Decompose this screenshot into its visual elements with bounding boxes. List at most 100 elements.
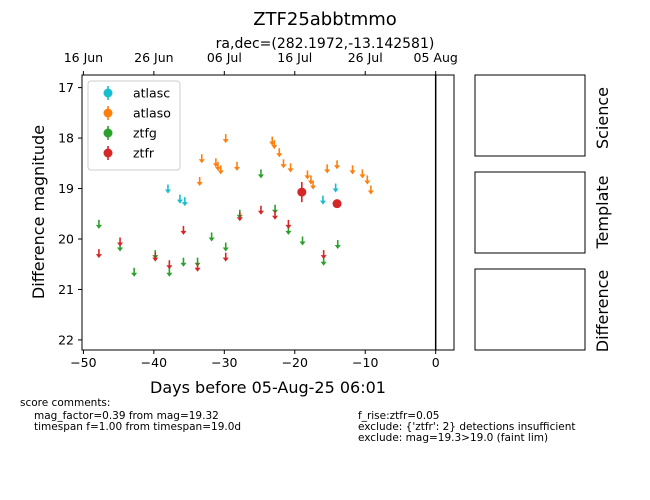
- upper-limit-point: [257, 169, 264, 179]
- legend-entry: ztfr: [103, 146, 155, 161]
- legend-marker: [103, 128, 113, 138]
- legend-frame: [87, 80, 181, 171]
- x-axis-label: Days before 05-Aug-25 06:01: [150, 378, 386, 397]
- upper-limit-point: [324, 164, 331, 174]
- upper-limit-point: [196, 176, 203, 186]
- legend-entries: atlasc atlaso ztfg ztfr: [103, 86, 171, 161]
- upper-limit-point: [280, 159, 287, 169]
- upper-limit-point: [334, 160, 341, 170]
- legend-label: atlasc: [133, 86, 170, 101]
- difference-stamp: [474, 268, 586, 351]
- chart-subtitle: ra,dec=(282.1972,-13.142581): [216, 36, 435, 52]
- upper-limit-point: [285, 219, 292, 229]
- upper-limit-point: [152, 252, 159, 262]
- upper-limit-point: [180, 225, 187, 235]
- x-tick-label: −50: [70, 355, 96, 370]
- upper-limit-point: [181, 197, 188, 207]
- upper-limit-point: [222, 134, 229, 144]
- upper-limit-point: [217, 165, 224, 175]
- plot-frame: [81, 74, 455, 351]
- stamp-panels: Science Template Difference: [474, 74, 612, 352]
- legend-entry: ztfg: [103, 126, 157, 141]
- upper-limit-point: [164, 184, 171, 194]
- score-comment-right-2: exclude: {'ztfr': 2} detections insuffic…: [358, 421, 576, 433]
- upper-limit-point: [166, 260, 173, 270]
- upper-limit-point: [320, 250, 327, 260]
- upper-limit-point: [304, 170, 311, 180]
- upper-limit-point: [257, 205, 264, 215]
- y-tick-label: 18: [58, 131, 74, 146]
- y-tick-label: 17: [58, 80, 74, 95]
- legend: atlasc atlaso ztfg ztfr: [87, 80, 181, 171]
- score-comment-left-2: timespan f=1.00 from timespan=19.0d: [34, 421, 242, 433]
- upper-limit-point: [359, 169, 366, 179]
- y-tick-label: 21: [58, 282, 74, 297]
- chart-title: ZTF25abbtmmo: [253, 9, 397, 30]
- upper-limit-point: [176, 194, 183, 204]
- x-tick-label: −20: [282, 355, 308, 370]
- upper-limit-point: [271, 140, 278, 150]
- upper-limit-point: [287, 163, 294, 173]
- upper-limit-point: [234, 161, 240, 171]
- upper-limit-point: [198, 154, 205, 164]
- plot-area: −50 −40 −30 −20 −10 0 16 Jun 26 Jun 06 Jul 16 Jul…: [58, 50, 458, 370]
- axis-ticks: −50 −40 −30 −20 −10 0 16 Jun 26 Jun 06 Jul 16 Jul…: [58, 50, 458, 370]
- upper-limit-point: [334, 240, 341, 250]
- upper-limit-point: [131, 267, 138, 277]
- top-tick-label: 06 Jul: [207, 50, 242, 65]
- legend-marker: [103, 108, 113, 118]
- legend-entry: atlaso: [103, 106, 171, 121]
- upper-limit-point: [180, 257, 187, 267]
- upper-limit-point: [299, 236, 306, 246]
- y-tick-label: 20: [58, 231, 74, 246]
- upper-limit-point: [349, 165, 356, 175]
- top-tick-label: 26 Jun: [134, 50, 173, 65]
- upper-limit-point: [310, 180, 317, 190]
- legend-marker: [103, 88, 113, 98]
- upper-limit-point: [222, 242, 229, 252]
- upper-limit-point: [319, 195, 326, 205]
- upper-limit-point: [276, 148, 283, 158]
- upper-limit-point: [95, 219, 102, 229]
- upper-limit-point: [367, 185, 374, 195]
- upper-limit-point: [272, 210, 279, 220]
- legend-marker: [103, 148, 113, 158]
- upper-limit-point: [364, 175, 371, 185]
- score-comment-right-1: f_rise:ztfr=0.05: [358, 410, 440, 422]
- top-tick-label: 05 Aug: [414, 50, 458, 65]
- upper-limit-point: [117, 237, 124, 247]
- legend-label: ztfr: [133, 146, 155, 161]
- score-comments-heading: score comments:: [20, 397, 111, 409]
- x-tick-label: −40: [141, 355, 167, 370]
- detection-point: [297, 181, 307, 203]
- template-stamp: [474, 171, 586, 254]
- upper-limit-point: [95, 249, 102, 259]
- upper-limit-point: [214, 161, 221, 171]
- top-tick-label: 16 Jun: [64, 50, 103, 65]
- difference-stamp-label: Difference: [593, 270, 612, 352]
- x-tick-label: −10: [352, 355, 378, 370]
- detection-point: [332, 199, 342, 209]
- legend-label: ztfg: [133, 126, 157, 141]
- upper-limit-point: [332, 183, 339, 193]
- data-marks: [95, 134, 374, 277]
- top-tick-label: 26 Jul: [348, 50, 383, 65]
- science-stamp: [474, 74, 586, 157]
- science-stamp-label: Science: [593, 87, 612, 149]
- score-comment-left-1: mag_factor=0.39 from mag=19.32: [34, 410, 219, 422]
- top-tick-label: 16 Jul: [277, 50, 312, 65]
- legend-entry: atlasc: [103, 86, 170, 101]
- y-tick-label: 22: [58, 332, 74, 347]
- y-tick-label: 19: [58, 181, 74, 196]
- upper-limit-point: [208, 232, 215, 242]
- upper-limit-point: [236, 212, 243, 222]
- x-tick-label: 0: [432, 355, 440, 370]
- upper-limit-point: [222, 252, 229, 262]
- legend-label: atlaso: [133, 106, 171, 121]
- upper-limit-point: [194, 262, 201, 272]
- score-comment-right-3: exclude: mag=19.3>19.0 (faint lim): [358, 432, 549, 444]
- x-tick-label: −30: [211, 355, 237, 370]
- template-stamp-label: Template: [593, 175, 612, 249]
- y-axis-label: Difference magnitude: [29, 125, 48, 299]
